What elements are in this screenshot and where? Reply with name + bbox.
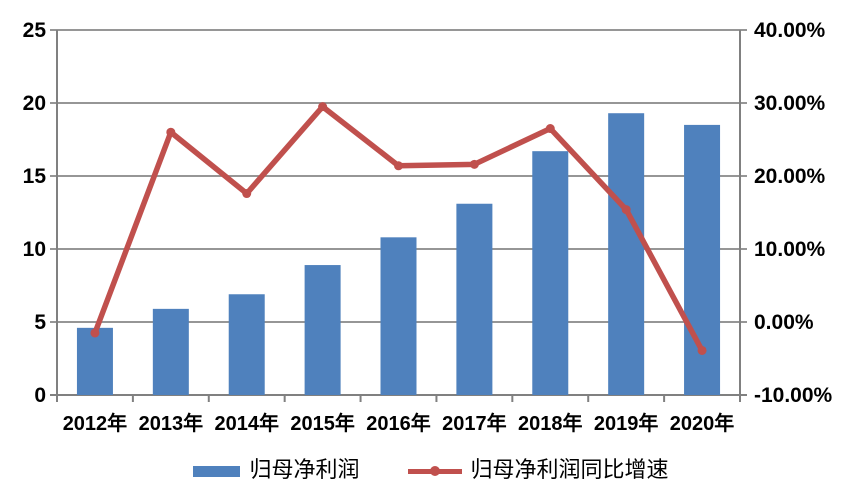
- line-marker-2012年: [90, 328, 100, 338]
- bar-2015年: [304, 265, 341, 395]
- chart-legend: 归母净利润 归母净利润同比增速: [0, 460, 862, 482]
- line-marker-2016年: [394, 161, 403, 171]
- x-axis-label: 2017年: [442, 411, 507, 435]
- line-marker-2015年: [318, 102, 328, 112]
- left-axis-tick-label: 25: [23, 19, 47, 42]
- x-axis-label: 2012年: [63, 411, 128, 435]
- left-axis-tick-label: 5: [34, 311, 46, 334]
- right-axis-tick-label: 30.00%: [754, 92, 826, 115]
- x-axis-label: 2020年: [670, 411, 735, 435]
- x-axis-label: 2013年: [139, 411, 204, 435]
- bar-2016年: [380, 237, 417, 395]
- left-axis-tick-label: 20: [23, 92, 46, 115]
- right-axis-tick-label: -10.00%: [754, 384, 833, 407]
- right-axis-tick-label: 10.00%: [754, 238, 826, 261]
- bar-2012年: [76, 327, 113, 395]
- bar-2017年: [456, 203, 493, 395]
- line-marker-2018年: [545, 124, 555, 134]
- line-marker-2017年: [469, 159, 479, 169]
- legend-item-growth: 归母净利润同比增速: [407, 458, 669, 483]
- line-series-swatch-icon: [407, 465, 462, 477]
- legend-item-net-profit: 归母净利润: [193, 458, 360, 483]
- bar-2019年: [608, 113, 645, 395]
- right-axis-tick-label: 40.00%: [754, 19, 826, 42]
- bar-2018年: [532, 151, 569, 395]
- left-axis-tick-label: 10: [23, 238, 46, 261]
- x-axis-label: 2019年: [594, 411, 659, 435]
- x-axis-label: 2015年: [290, 411, 355, 435]
- line-marker-2019年: [621, 205, 631, 215]
- line-marker-2013年: [166, 127, 176, 137]
- left-axis-tick-label: 15: [23, 165, 47, 188]
- x-axis-label: 2014年: [214, 411, 279, 435]
- left-axis-tick-label: 0: [34, 384, 46, 407]
- bar-2013年: [152, 308, 189, 395]
- bar-2014年: [228, 294, 265, 395]
- x-axis-label: 2016年: [366, 411, 431, 435]
- legend-label-growth: 归母净利润同比增速: [470, 458, 669, 483]
- line-marker-2020年: [697, 345, 707, 355]
- x-axis-label: 2018年: [518, 411, 583, 435]
- right-axis-tick-label: 0.00%: [754, 311, 814, 334]
- bar-series-swatch-icon: [193, 465, 241, 477]
- right-axis-tick-label: 20.00%: [754, 165, 826, 188]
- line-marker-2014年: [242, 189, 252, 199]
- legend-label-net-profit: 归母净利润: [249, 458, 360, 483]
